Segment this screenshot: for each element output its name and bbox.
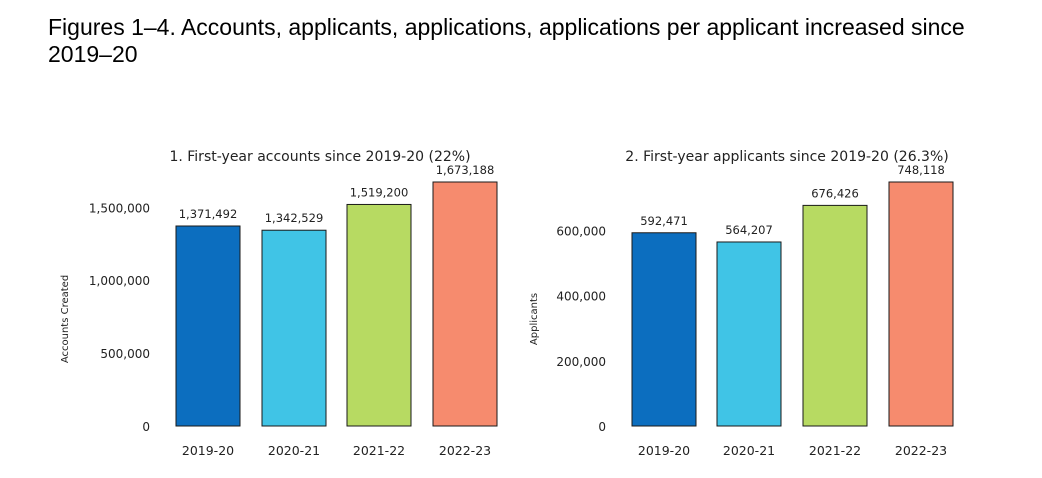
bar-value-label: 564,207 [725, 223, 773, 237]
bar-2020-21 [716, 241, 782, 427]
x-tick-label: 2021-22 [809, 443, 861, 458]
y-tick-label: 200,000 [556, 355, 606, 369]
bar-2019-20 [631, 232, 697, 427]
bar-2022-23 [888, 181, 954, 427]
y-tick-label: 0 [598, 420, 606, 434]
bar-value-label: 1,371,492 [179, 207, 238, 221]
bar-2020-21 [261, 229, 327, 427]
bar-2022-23 [432, 181, 498, 427]
y-tick-label: 1,500,000 [89, 201, 150, 215]
bar-value-label: 748,118 [897, 163, 945, 177]
x-tick-label: 2020-21 [723, 443, 775, 458]
bar-2021-22 [346, 203, 412, 427]
x-tick-label: 2022-23 [439, 443, 491, 458]
y-tick-label: 0 [142, 420, 150, 434]
x-tick-label: 2019-20 [638, 443, 690, 458]
chart-2-y-axis-label: Applicants [529, 293, 540, 345]
bar-value-label: 1,673,188 [436, 163, 495, 177]
x-tick-label: 2019-20 [182, 443, 234, 458]
bar-2019-20 [175, 225, 241, 427]
y-tick-label: 600,000 [556, 224, 606, 238]
x-tick-label: 2020-21 [268, 443, 320, 458]
y-tick-label: 400,000 [556, 290, 606, 304]
y-tick-label: 1,000,000 [89, 274, 150, 288]
x-tick-label: 2021-22 [353, 443, 405, 458]
bar-value-label: 1,342,529 [265, 211, 324, 225]
bar-value-label: 1,519,200 [350, 185, 409, 199]
page-title: Figures 1–4. Accounts, applicants, appli… [48, 14, 965, 67]
x-tick-label: 2022-23 [895, 443, 947, 458]
y-tick-label: 500,000 [100, 347, 150, 361]
bar-value-label: 676,426 [811, 186, 859, 200]
bar-2021-22 [802, 204, 868, 427]
chart-2-title: 2. First-year applicants since 2019-20 (… [625, 149, 948, 165]
chart-1-title: 1. First-year accounts since 2019-20 (22… [169, 149, 470, 165]
bar-value-label: 592,471 [640, 214, 688, 228]
chart-1-y-axis-label: Accounts Created [60, 275, 71, 363]
